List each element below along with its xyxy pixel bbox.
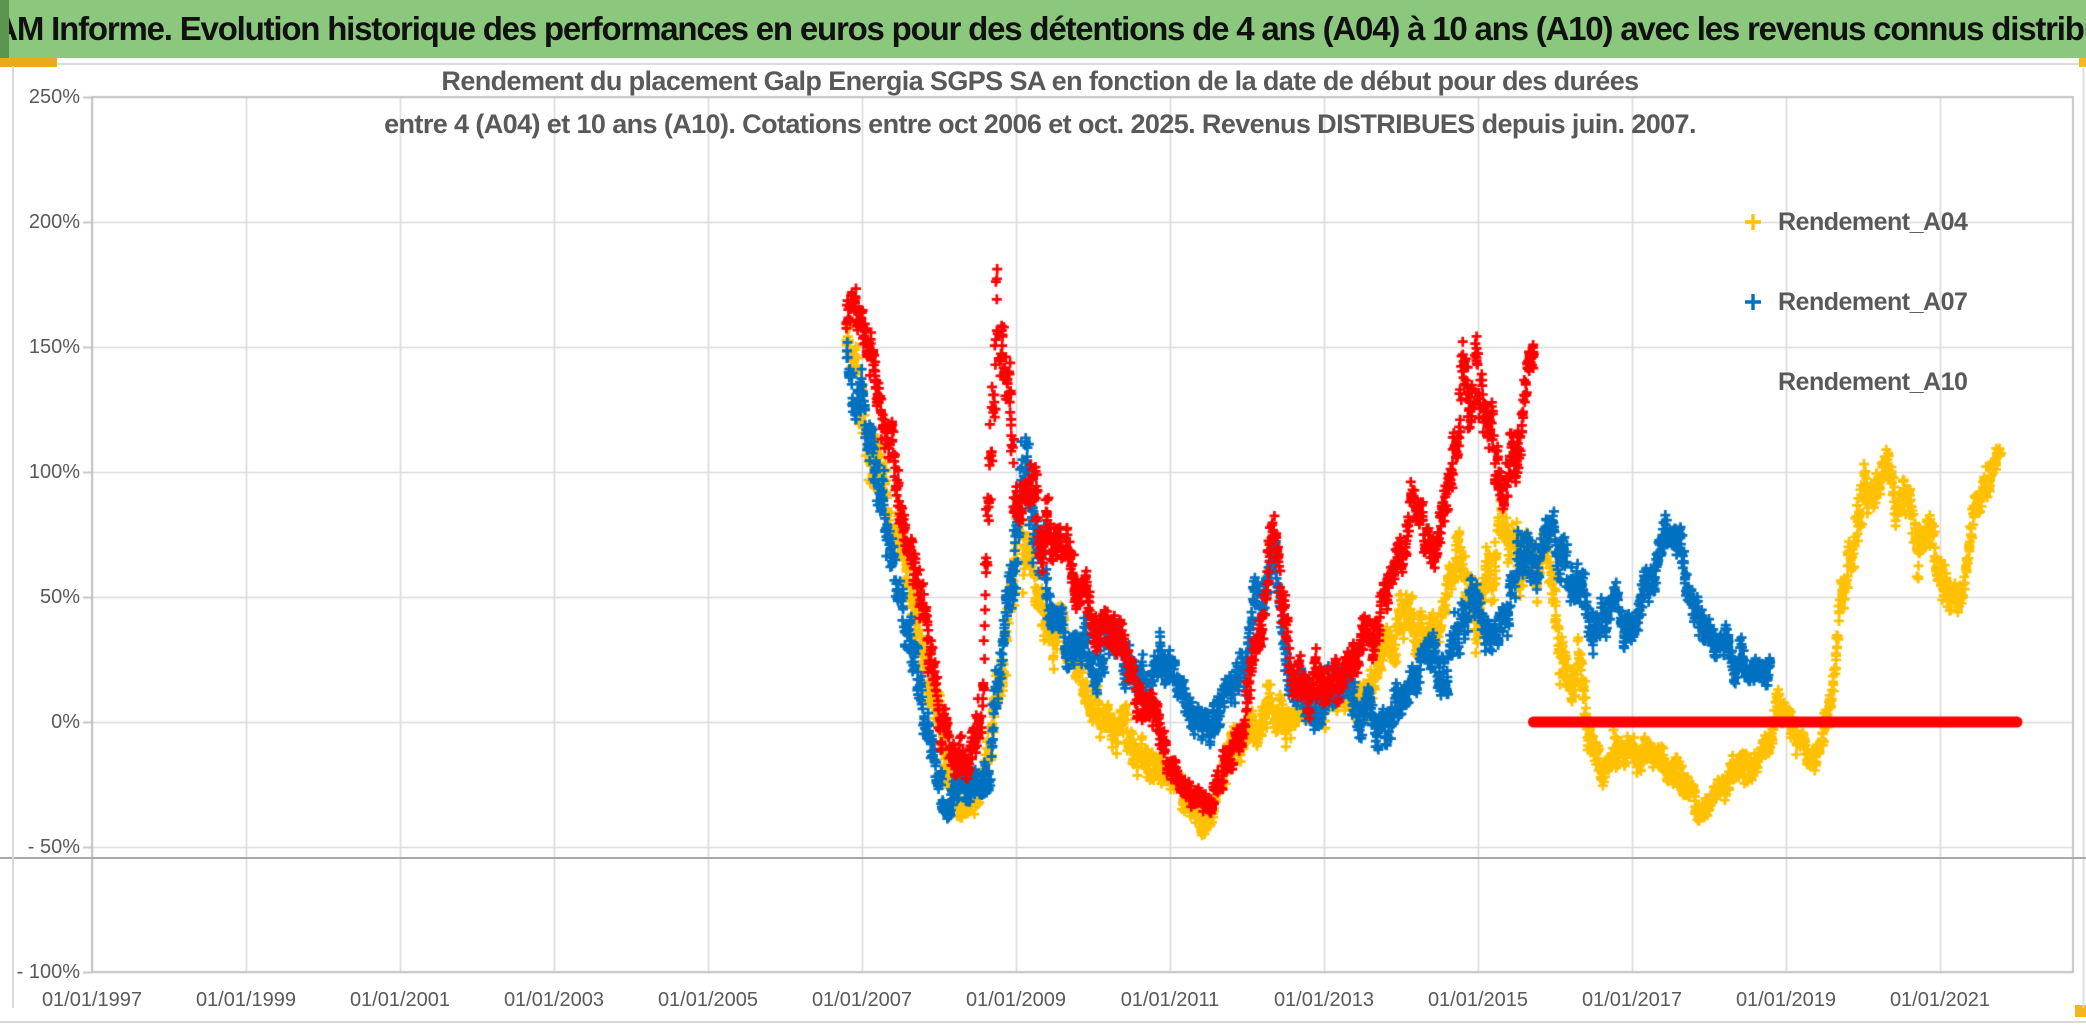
plus-marker-icon [1742, 371, 1764, 393]
y-tick-label: 150% [28, 336, 80, 358]
x-tick-label: 01/01/1999 [195, 989, 297, 1011]
x-tick-label: 01/01/2017 [1581, 989, 1683, 1011]
chart-title: Rendement du placement Galp Energia SGPS… [300, 60, 1780, 146]
x-tick-label: 01/01/2005 [657, 989, 759, 1011]
chart-title-line2: entre 4 (A04) et 10 ans (A10). Cotations… [384, 109, 1696, 139]
x-tick-label: 01/01/2013 [1273, 989, 1375, 1011]
legend-item-a04[interactable]: Rendement_A04 [1742, 200, 1968, 244]
x-tick-label: 01/01/2003 [503, 989, 605, 1011]
legend-item-a10[interactable]: Rendement_A10 [1742, 360, 1968, 404]
x-tick-label: 01/01/1997 [41, 989, 143, 1011]
y-tick-label: 100% [28, 461, 80, 483]
x-tick-label: 01/01/2001 [349, 989, 451, 1011]
x-tick-label: 01/01/2019 [1735, 989, 1837, 1011]
legend-label: Rendement_A10 [1778, 367, 1968, 396]
x-tick-label: 01/01/2007 [811, 989, 913, 1011]
y-tick-label: 250% [28, 86, 80, 108]
y-tick-label: 0% [51, 711, 80, 733]
legend[interactable]: Rendement_A04 Rendement_A07 Rendement_A1… [1742, 200, 1968, 440]
y-tick-label: 50% [39, 586, 80, 608]
plus-marker-icon [1745, 214, 1761, 230]
chart-left-frame [12, 66, 14, 1008]
row-divider-line [0, 1021, 2086, 1023]
y-tick-label: 200% [28, 211, 80, 233]
y-tick-label: - 50% [27, 836, 80, 858]
chart-title-line1: Rendement du placement Galp Energia SGPS… [441, 66, 1639, 96]
x-tick-label: 01/01/2009 [965, 989, 1067, 1011]
legend-item-a07[interactable]: Rendement_A07 [1742, 280, 1968, 324]
y-tick-label: - 100% [16, 961, 80, 983]
row-divider-line [0, 857, 2086, 859]
legend-label: Rendement_A07 [1778, 287, 1968, 316]
x-tick-label: 01/01/2021 [1889, 989, 1991, 1011]
legend-label: Rendement_A04 [1778, 207, 1968, 236]
x-tick-label: 01/01/2011 [1120, 989, 1220, 1011]
plus-marker-icon [1745, 294, 1761, 310]
x-tick-label: 01/01/2015 [1427, 989, 1529, 1011]
